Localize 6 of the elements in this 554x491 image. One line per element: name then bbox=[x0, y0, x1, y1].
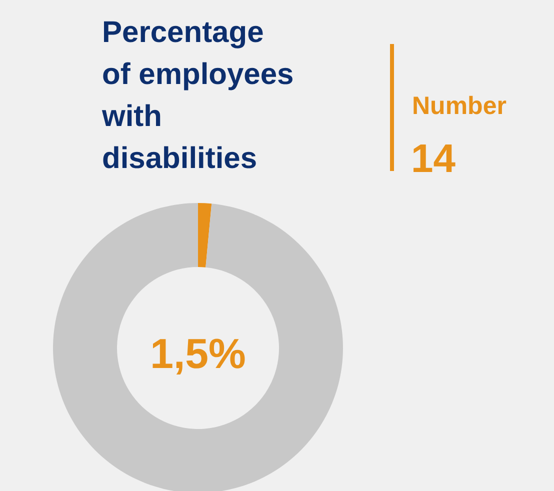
text: Number bbox=[412, 92, 507, 120]
donut-slice bbox=[198, 203, 212, 268]
text: 1,5% bbox=[150, 330, 246, 377]
chart-title: Percentage of employees with disabilities bbox=[101, 16, 294, 175]
donut-slice bbox=[53, 203, 343, 491]
text: 14 bbox=[411, 137, 456, 181]
